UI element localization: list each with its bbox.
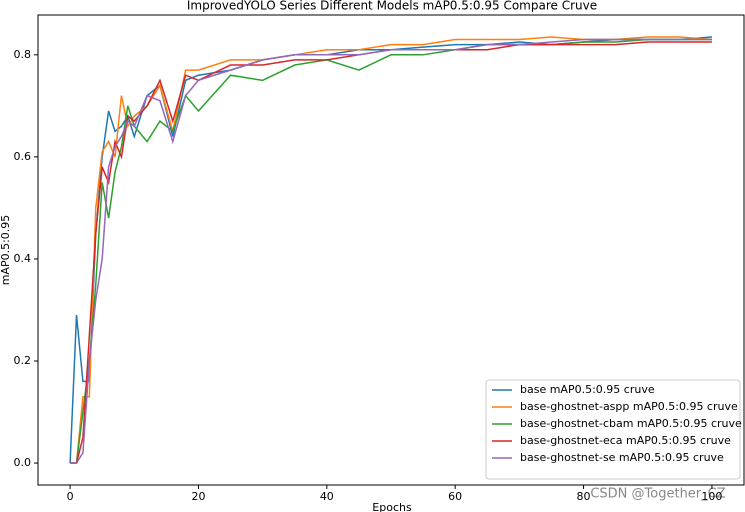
legend-label: base mAP0.5:0.95 cruve — [520, 383, 655, 396]
x-tick-label: 60 — [448, 490, 462, 503]
legend-label: base-ghostnet-aspp mAP0.5:0.95 cruve — [520, 400, 738, 413]
x-tick-label: 100 — [701, 490, 722, 503]
x-axis-label: Epochs — [372, 501, 412, 512]
y-tick-label: 0.2 — [14, 354, 32, 367]
legend-box — [485, 379, 741, 480]
chart-title: ImprovedYOLO Series Different Models mAP… — [187, 0, 597, 13]
series-line — [70, 36, 712, 464]
y-tick-label: 0.8 — [14, 48, 32, 61]
y-tick-label: 0.4 — [14, 252, 32, 265]
series-line — [70, 41, 712, 464]
y-axis-label: mAP0.5:0.95 — [0, 215, 12, 286]
x-tick-label: 20 — [191, 490, 205, 503]
series-line — [70, 38, 712, 464]
legend-label: base-ghostnet-eca mAP0.5:0.95 cruve — [520, 434, 731, 447]
x-tick-label: 80 — [577, 490, 591, 503]
x-tick-label: 0 — [67, 490, 74, 503]
plot-frame — [37, 14, 745, 486]
x-tick-label: 40 — [320, 490, 334, 503]
y-tick-label: 0.6 — [14, 150, 32, 163]
y-tick-label: 0.0 — [14, 456, 32, 469]
watermark: CSDN @Together_CZ — [590, 487, 725, 502]
legend-label: base-ghostnet-cbam mAP0.5:0.95 cruve — [520, 417, 742, 430]
legend-label: base-ghostnet-se mAP0.5:0.95 cruve — [520, 451, 724, 464]
